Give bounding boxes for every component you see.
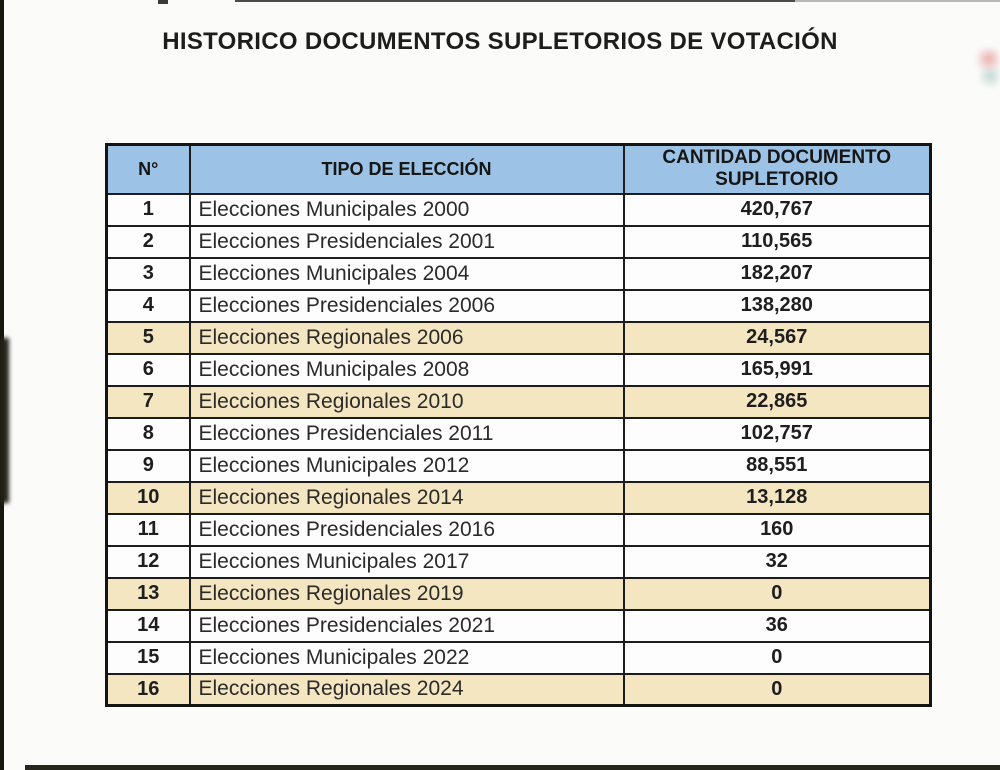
table-row: 10 Elecciones Regionales 2014 13,128 (105, 480, 932, 515)
table-row: 16 Elecciones Regionales 2024 0 (105, 672, 932, 707)
supletorios-table: N° TIPO DE ELECCIÓN CANTIDAD DOCUMENTO S… (105, 143, 932, 707)
election-type-cell: Elecciones Municipales 2000 (188, 192, 625, 227)
table-body: 1 Elecciones Municipales 2000 420,767 2 Elec… (105, 192, 932, 707)
table-row: 9 Elecciones Municipales 2012 88,551 (105, 448, 932, 483)
table-row: 1 Elecciones Municipales 2000 420,767 (105, 192, 932, 227)
table-row: 12 Elecciones Municipales 2017 32 (105, 544, 932, 579)
election-type-cell: Elecciones Regionales 2010 (188, 384, 625, 419)
frame-edge-artifact-top-line (235, 0, 795, 2)
row-number-cell: 5 (105, 320, 191, 355)
table-row: 4 Elecciones Presidenciales 2006 138,280 (105, 288, 932, 323)
frame-edge-artifact-top-line-faint (795, 0, 1000, 2)
table-header-row: N° TIPO DE ELECCIÓN CANTIDAD DOCUMENTO S… (105, 143, 932, 195)
election-type-cell: Elecciones Presidenciales 2006 (188, 288, 625, 323)
quantity-cell: 0 (622, 640, 932, 675)
col-header-tipo-eleccion: TIPO DE ELECCIÓN (188, 143, 625, 195)
col-header-cantidad: CANTIDAD DOCUMENTO SUPLETORIO (622, 143, 932, 195)
row-number-cell: 15 (105, 640, 191, 675)
election-type-cell: Elecciones Municipales 2012 (188, 448, 625, 483)
quantity-cell: 110,565 (622, 224, 932, 259)
election-type-cell: Elecciones Municipales 2004 (188, 256, 625, 291)
page-title: HISTORICO DOCUMENTOS SUPLETORIOS DE VOTA… (162, 28, 838, 55)
quantity-cell: 182,207 (622, 256, 932, 291)
table-row: 15 Elecciones Municipales 2022 0 (105, 640, 932, 675)
red-smudge-artifact (972, 48, 1000, 70)
frame-edge-smudge-left (0, 338, 9, 503)
quantity-cell: 138,280 (622, 288, 932, 323)
col-header-numero: N° (105, 143, 191, 195)
quantity-cell: 36 (622, 608, 932, 643)
election-type-cell: Elecciones Regionales 2024 (188, 672, 625, 707)
quantity-cell: 0 (622, 672, 932, 707)
row-number-cell: 11 (105, 512, 191, 547)
election-type-cell: Elecciones Municipales 2022 (188, 640, 625, 675)
election-type-cell: Elecciones Presidenciales 2021 (188, 608, 625, 643)
quantity-cell: 22,865 (622, 384, 932, 419)
quantity-cell: 165,991 (622, 352, 932, 387)
row-number-cell: 14 (105, 608, 191, 643)
quantity-cell: 420,767 (622, 192, 932, 227)
row-number-cell: 3 (105, 256, 191, 291)
row-number-cell: 7 (105, 384, 191, 419)
frame-edge-artifact-top-dot (158, 0, 168, 4)
row-number-cell: 9 (105, 448, 191, 483)
row-number-cell: 8 (105, 416, 191, 451)
election-type-cell: Elecciones Municipales 2017 (188, 544, 625, 579)
table-row: 7 Elecciones Regionales 2010 22,865 (105, 384, 932, 419)
quantity-cell: 0 (622, 576, 932, 611)
table-row: 14 Elecciones Presidenciales 2021 36 (105, 608, 932, 643)
election-type-cell: Elecciones Presidenciales 2016 (188, 512, 625, 547)
table-row: 5 Elecciones Regionales 2006 24,567 (105, 320, 932, 355)
quantity-cell: 160 (622, 512, 932, 547)
table-row: 3 Elecciones Municipales 2004 182,207 (105, 256, 932, 291)
row-number-cell: 13 (105, 576, 191, 611)
election-type-cell: Elecciones Regionales 2006 (188, 320, 625, 355)
quantity-cell: 32 (622, 544, 932, 579)
table-row: 13 Elecciones Regionales 2019 0 (105, 576, 932, 611)
election-type-cell: Elecciones Regionales 2019 (188, 576, 625, 611)
row-number-cell: 12 (105, 544, 191, 579)
table-row: 8 Elecciones Presidenciales 2011 102,757 (105, 416, 932, 451)
quantity-cell: 13,128 (622, 480, 932, 515)
table-row: 6 Elecciones Municipales 2008 165,991 (105, 352, 932, 387)
quantity-cell: 24,567 (622, 320, 932, 355)
election-type-cell: Elecciones Municipales 2008 (188, 352, 625, 387)
row-number-cell: 2 (105, 224, 191, 259)
table-row: 11 Elecciones Presidenciales 2016 160 (105, 512, 932, 547)
row-number-cell: 1 (105, 192, 191, 227)
row-number-cell: 4 (105, 288, 191, 323)
quantity-cell: 102,757 (622, 416, 932, 451)
teal-smudge-artifact (976, 68, 1000, 88)
row-number-cell: 6 (105, 352, 191, 387)
row-number-cell: 10 (105, 480, 191, 515)
quantity-cell: 88,551 (622, 448, 932, 483)
election-type-cell: Elecciones Presidenciales 2011 (188, 416, 625, 451)
table-row: 2 Elecciones Presidenciales 2001 110,565 (105, 224, 932, 259)
election-type-cell: Elecciones Regionales 2014 (188, 480, 625, 515)
election-type-cell: Elecciones Presidenciales 2001 (188, 224, 625, 259)
row-number-cell: 16 (105, 672, 191, 707)
frame-edge-artifact-bottom (25, 765, 1000, 770)
